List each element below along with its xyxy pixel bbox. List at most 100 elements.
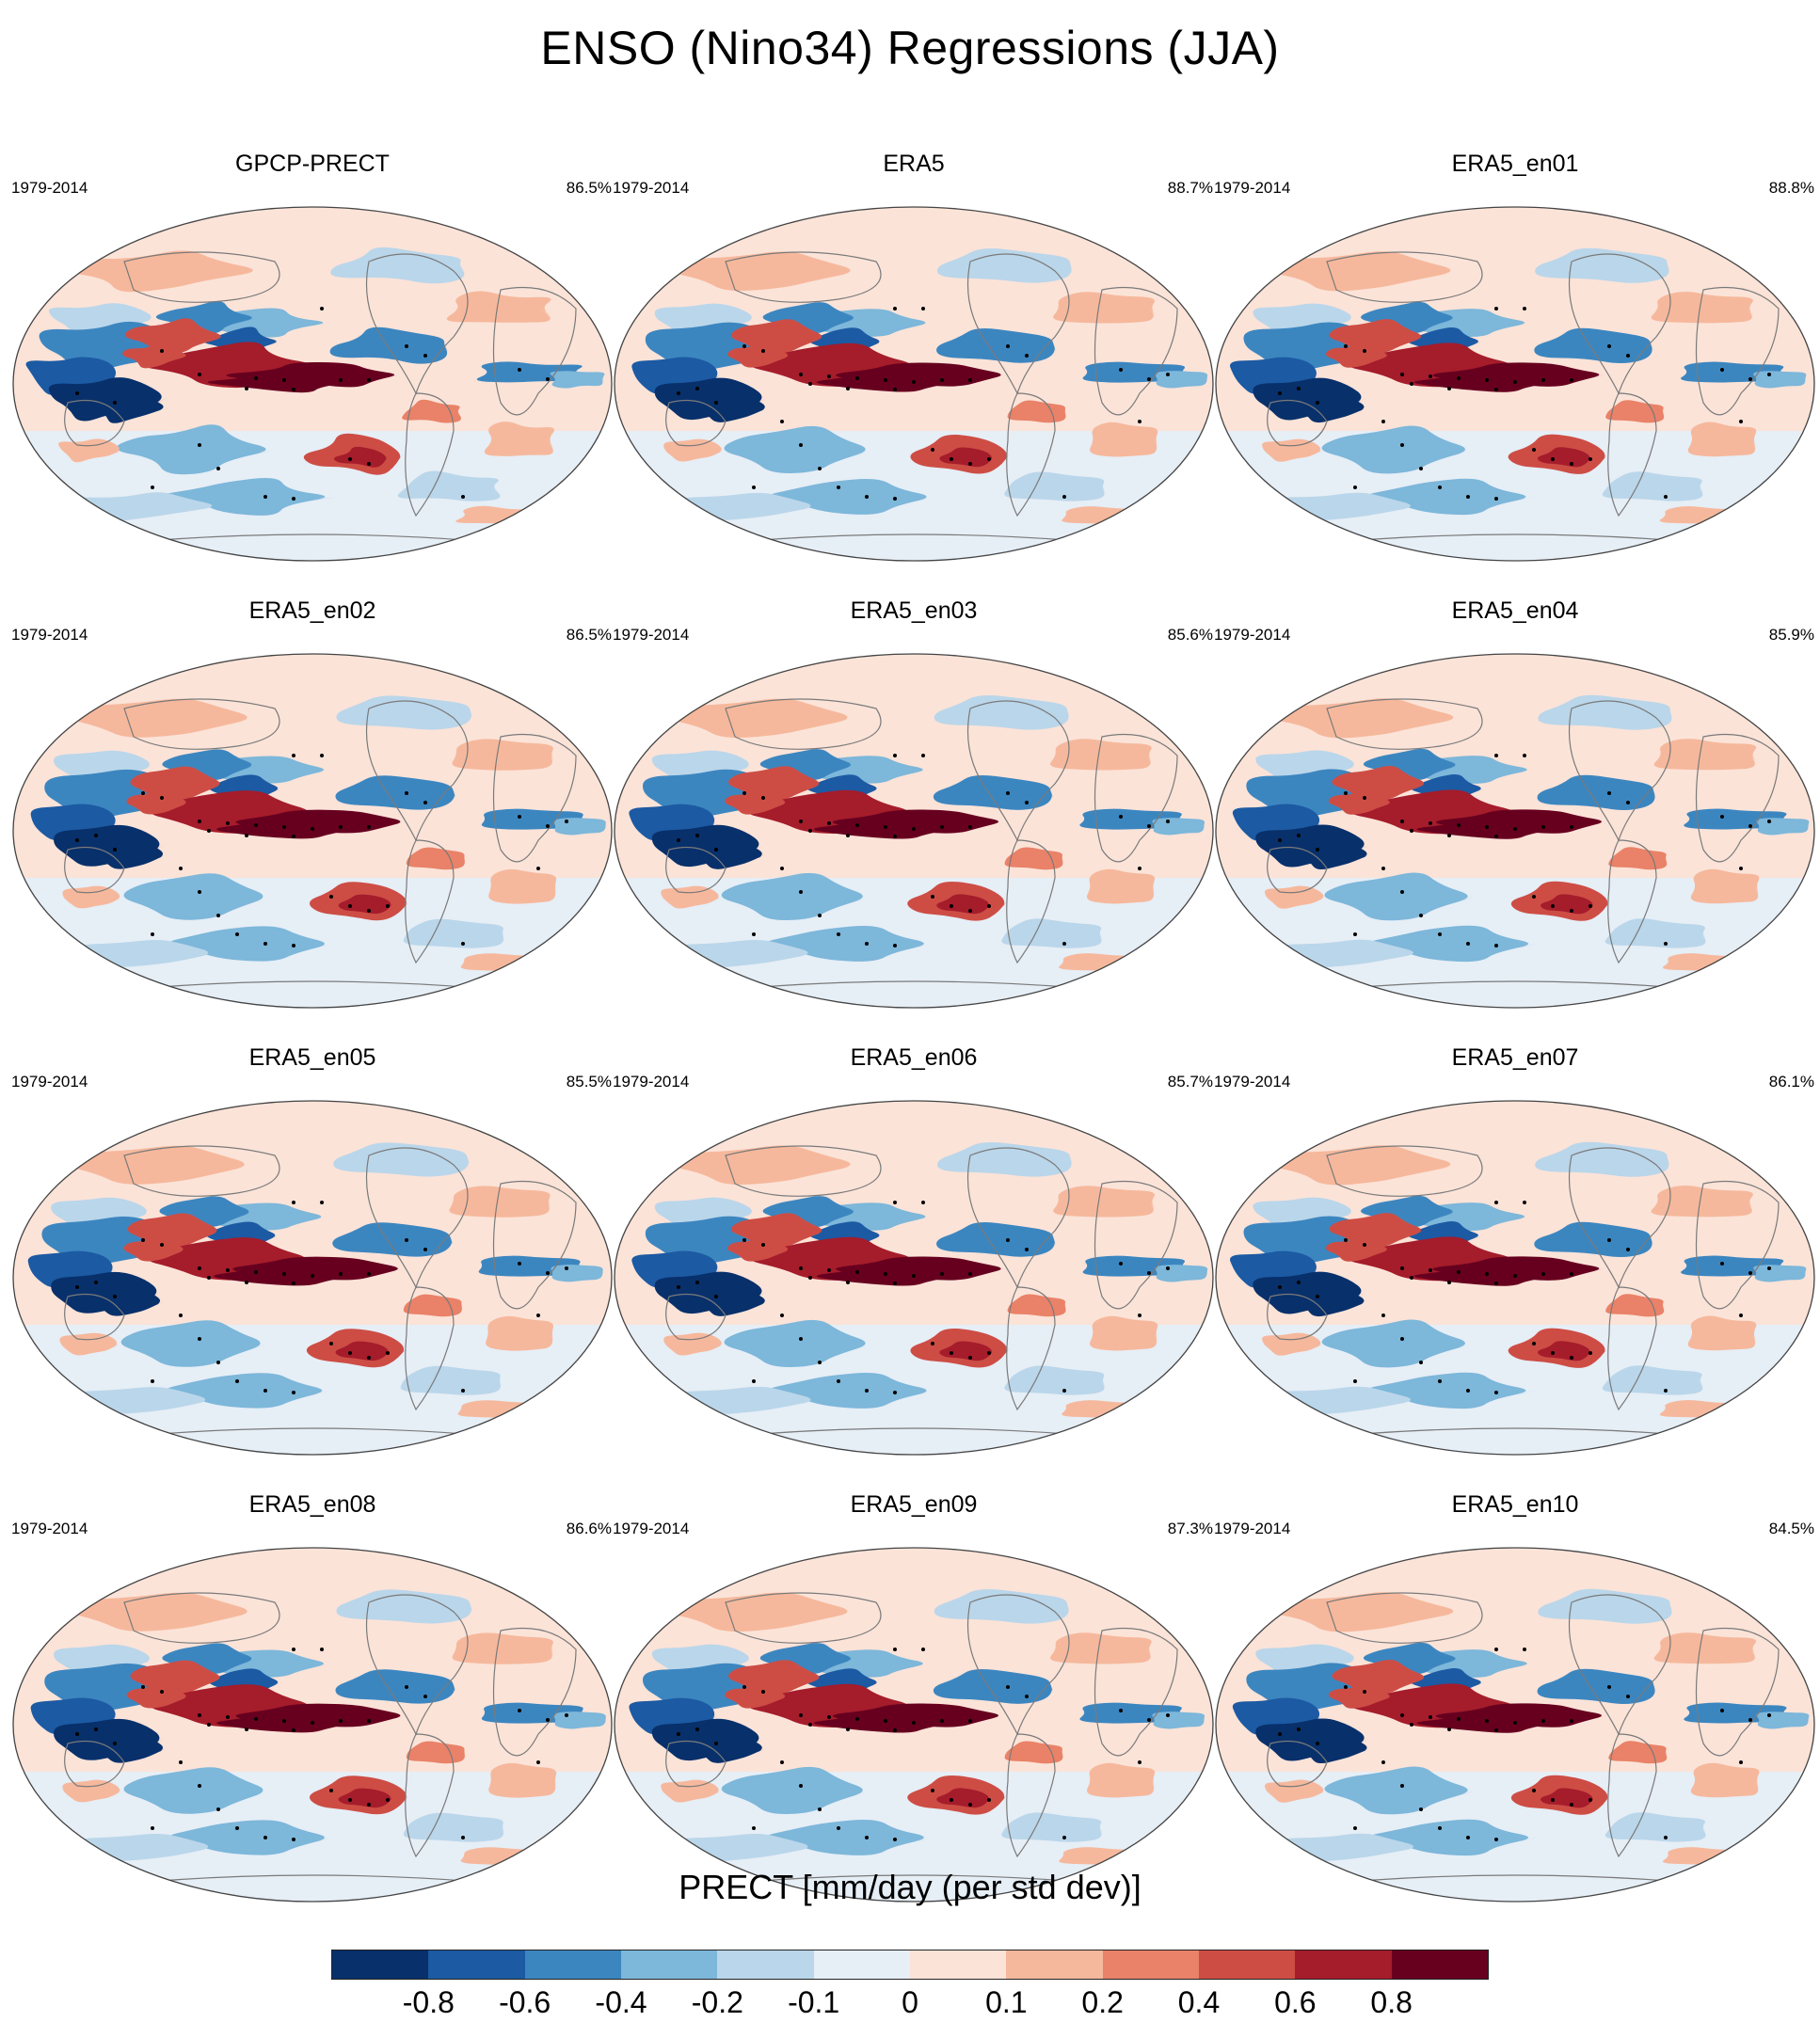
significance-dot: [940, 1719, 944, 1723]
map-panel: ERA5_en10 1979-2014 84.5%: [1214, 1491, 1816, 1905]
significance-dot: [75, 1285, 79, 1289]
significance-dot: [780, 867, 784, 870]
anomaly-region: [330, 247, 466, 284]
significance-dot: [1664, 1836, 1668, 1839]
significance-dot: [1626, 1695, 1630, 1698]
anomaly-region: [332, 1222, 453, 1257]
coastline: [123, 251, 280, 303]
coastline: [967, 1147, 1070, 1289]
colorbar-tick-label: 0.8: [1370, 1985, 1413, 2019]
significance-dot: [1720, 1709, 1724, 1712]
significance-dot: [320, 1648, 324, 1651]
map-outline: [614, 206, 1214, 562]
significance-dot: [893, 307, 897, 310]
significance-dot: [950, 1798, 953, 1802]
coastline: [64, 1293, 125, 1341]
anomaly-region: [329, 326, 449, 364]
anomaly-region: [216, 1712, 356, 1733]
significance-dot: [837, 1826, 840, 1830]
significance-dot: [912, 827, 916, 831]
significance-dot: [827, 374, 831, 378]
significance-dot: [546, 377, 550, 381]
panel-years: 1979-2014: [1214, 179, 1291, 197]
significance-dot: [423, 801, 427, 804]
significance-dot: [1494, 1201, 1498, 1204]
coastline: [1607, 1286, 1657, 1411]
significance-dot: [292, 1648, 295, 1651]
anomaly-region: [1690, 1762, 1760, 1798]
significance-dot: [1138, 420, 1141, 423]
anomaly-region: [1155, 1265, 1208, 1282]
significance-dot: [1447, 1728, 1451, 1731]
anomaly-region: [1152, 818, 1205, 836]
anomaly-region: [1537, 447, 1591, 468]
panel-title: ERA5_en06: [850, 1044, 978, 1071]
significance-dot: [1419, 914, 1423, 917]
significance-dot: [1400, 820, 1404, 823]
significance-dot: [780, 1314, 784, 1317]
significance-dot: [752, 932, 756, 936]
significance-dot: [865, 1836, 869, 1839]
colorbar-tick-label: -0.2: [691, 1985, 743, 2019]
significance-dot: [893, 754, 897, 757]
significance-dot: [677, 1285, 680, 1289]
coastline: [1326, 251, 1483, 303]
anomaly-region: [406, 1741, 466, 1764]
significance-dot: [226, 821, 230, 825]
anomaly-region: [772, 725, 1012, 757]
significance-dot: [536, 1314, 540, 1317]
significance-dot: [846, 1728, 850, 1731]
map-outline: [12, 206, 613, 562]
significance-dot: [1720, 368, 1724, 372]
significance-dot: [1025, 354, 1029, 358]
significance-dot: [931, 1342, 934, 1345]
anomaly-region: [488, 868, 557, 904]
map-outline: [1215, 1547, 1815, 1903]
coastline: [492, 1181, 577, 1310]
significance-dot: [216, 467, 220, 470]
coastline: [1695, 1181, 1780, 1310]
anomaly-region: [693, 840, 766, 869]
colorbar-segment: [1295, 1950, 1392, 1979]
anomaly-region: [730, 319, 828, 355]
significance-dot: [282, 1719, 286, 1723]
panel-title: ERA5_en05: [248, 1044, 376, 1071]
colorbar-segment: [1006, 1950, 1103, 1979]
significance-dot: [695, 1281, 699, 1284]
significance-dot: [339, 1272, 343, 1276]
significance-dot: [1664, 1389, 1668, 1393]
significance-dot: [1438, 1379, 1442, 1383]
significance-dot: [987, 1351, 991, 1355]
anomaly-region: [1416, 1712, 1559, 1733]
significance-dot: [1570, 909, 1573, 913]
anomaly-region: [1329, 319, 1428, 356]
anomaly-region: [126, 1684, 189, 1709]
significance-dot: [1419, 1361, 1423, 1364]
significance-dot: [1457, 1270, 1461, 1274]
anomaly-region: [1608, 1741, 1668, 1764]
significance-dot: [1570, 1803, 1573, 1807]
anomaly-region: [123, 873, 272, 920]
coastline: [405, 839, 455, 964]
significance-dot: [987, 1798, 991, 1802]
significance-dot: [311, 1274, 314, 1278]
panel-percent: 86.5%: [566, 626, 612, 644]
significance-dot: [1466, 495, 1470, 499]
anomaly-region: [1296, 1733, 1371, 1764]
significance-dot: [1664, 942, 1668, 946]
colorbar-segment: [620, 1950, 718, 1979]
anomaly-region: [730, 1213, 828, 1249]
coastline: [967, 1594, 1070, 1736]
anomaly-region: [1541, 894, 1594, 915]
anomaly-region: [1062, 1400, 1147, 1418]
significance-dot: [1457, 1717, 1461, 1721]
anomaly-region: [1296, 839, 1371, 870]
significance-dot: [1513, 827, 1517, 831]
significance-dot: [113, 848, 117, 852]
coastline: [365, 253, 469, 395]
significance-dot: [1400, 443, 1404, 447]
significance-dot: [1720, 815, 1724, 819]
significance-dot: [1739, 867, 1743, 870]
significance-dot: [254, 823, 258, 827]
significance-dot: [1297, 1281, 1301, 1284]
